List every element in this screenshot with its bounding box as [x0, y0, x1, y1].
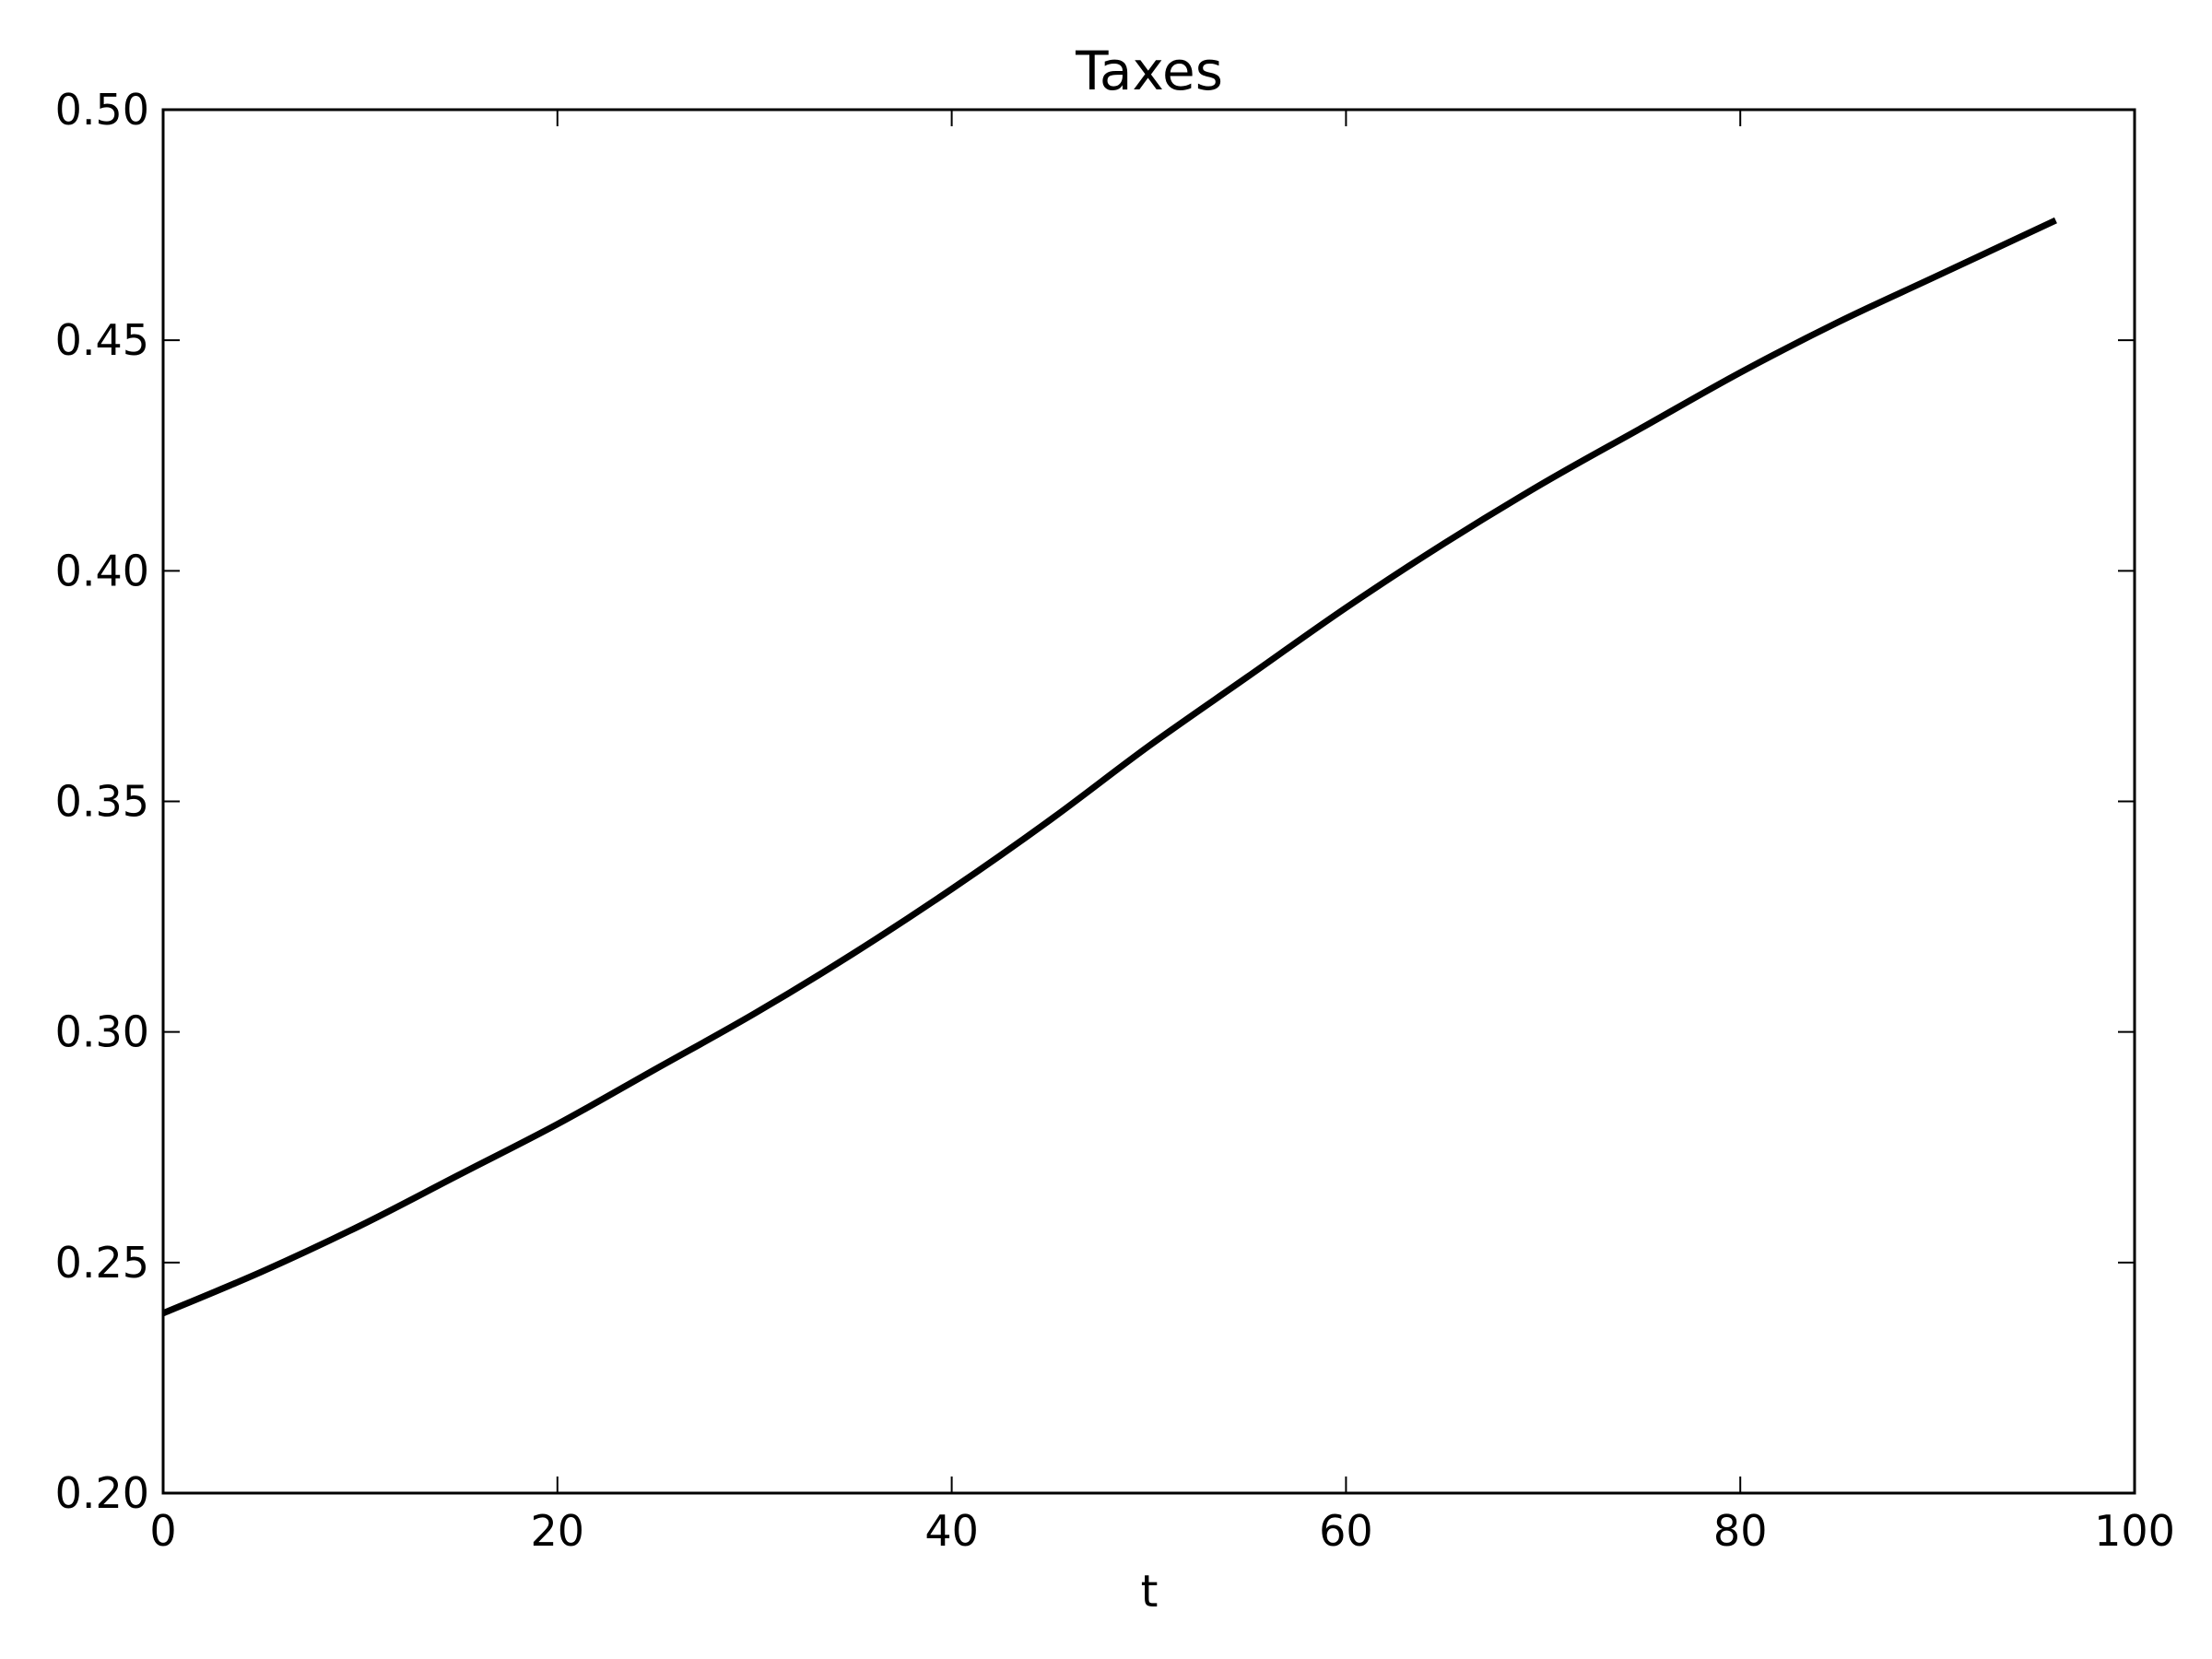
y-tick-label: 0.20	[55, 1468, 149, 1518]
y-tick-label: 0.25	[55, 1238, 149, 1288]
y-tick-labels: 0.20 0.25 0.30 0.35 0.40 0.45 0.50	[55, 85, 149, 1518]
y-tick-label: 0.45	[55, 315, 149, 365]
x-tick-labels: 0 20 40 60 80 100	[149, 1506, 2175, 1556]
y-tick-label: 0.50	[55, 85, 149, 135]
plot-frame	[161, 108, 2136, 1495]
x-tick-label: 40	[924, 1506, 979, 1556]
y-tick-label: 0.35	[55, 777, 149, 827]
x-tick-label: 60	[1319, 1506, 1373, 1556]
x-tick-label: 20	[531, 1506, 585, 1556]
y-tick-label: 0.40	[55, 546, 149, 595]
x-tick-label: 80	[1713, 1506, 1768, 1556]
y-tick-label: 0.30	[55, 1007, 149, 1057]
x-tick-label: 100	[2094, 1506, 2175, 1556]
x-tick-label: 0	[149, 1506, 176, 1556]
chart-title: Taxes	[1075, 40, 1223, 102]
series-line	[161, 217, 2057, 1317]
x-axis-label: t	[1141, 1566, 1159, 1618]
